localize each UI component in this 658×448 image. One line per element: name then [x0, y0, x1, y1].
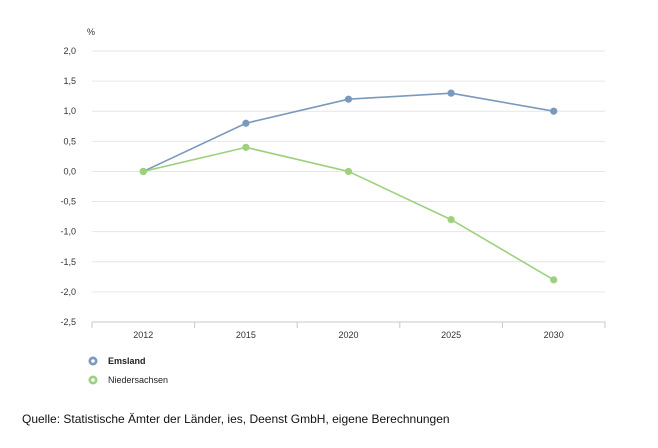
legend-label: Emsland	[108, 356, 146, 366]
data-point	[242, 119, 250, 127]
y-tick-label: 0,0	[63, 166, 76, 176]
data-point	[344, 167, 353, 176]
x-tick-label: 2025	[441, 330, 461, 340]
data-point	[139, 167, 147, 176]
legend: Emsland Niedersachsen	[88, 356, 168, 385]
x-tick-label: 2012	[133, 330, 153, 340]
y-axis-label: %	[87, 27, 95, 37]
x-tick-label: 2030	[544, 330, 564, 340]
series-lines	[139, 89, 558, 284]
data-point	[447, 216, 455, 224]
data-point	[550, 276, 558, 284]
x-tick-label: 2015	[236, 330, 256, 340]
y-tick-label: 2,0	[63, 46, 76, 56]
y-tick-label: 0,5	[63, 136, 76, 146]
data-point	[242, 143, 250, 151]
data-point	[344, 95, 353, 103]
y-tick-label: 1,0	[63, 106, 76, 116]
y-tick-label: -0,5	[60, 197, 76, 207]
source-note: Quelle: Statistische Ämter der Länder, i…	[22, 412, 450, 426]
y-tick-label: -2,0	[60, 287, 76, 297]
y-tick-label: -1,0	[60, 227, 76, 237]
series-line-1	[143, 146, 555, 281]
legend-label: Niedersachsen	[108, 375, 168, 385]
data-point	[447, 89, 455, 97]
y-tick-label: -2,5	[60, 317, 76, 327]
x-tick-label: 2020	[338, 330, 358, 340]
legend-marker-dot	[91, 378, 95, 382]
y-tick-label: -1,5	[60, 257, 76, 267]
y-tick-label: 1,5	[63, 76, 76, 86]
data-point	[550, 107, 558, 115]
tick-labels: 2,0 1,5 1,0 0,5 0,0 -0,5 -1,0 -1,5 -2,0 -2,5% 2012…	[60, 27, 563, 340]
series-line-0	[142, 92, 554, 173]
axes	[91, 321, 606, 328]
legend-marker-dot	[91, 359, 95, 363]
